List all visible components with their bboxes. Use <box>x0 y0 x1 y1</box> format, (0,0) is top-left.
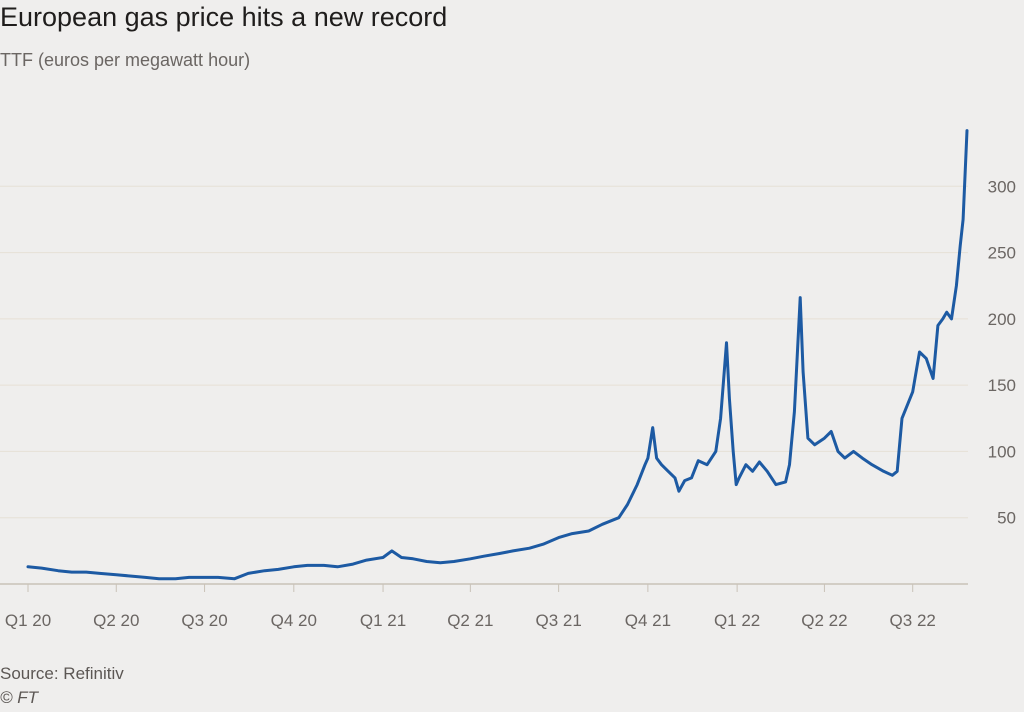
y-tick-label: 300 <box>988 177 1016 196</box>
x-tick-label: Q3 21 <box>535 611 581 630</box>
y-tick-label: 50 <box>997 509 1016 528</box>
x-tick-label: Q1 22 <box>714 611 760 630</box>
y-tick-label: 150 <box>988 376 1016 395</box>
chart-subtitle: TTF (euros per megawatt hour) <box>0 50 251 70</box>
y-axis-tick-labels: 50 100 150 200 250 300 <box>988 177 1016 527</box>
y-tick-label: 200 <box>988 310 1016 329</box>
x-tick-label: Q2 22 <box>801 611 847 630</box>
credit-note: © FT <box>0 688 39 707</box>
y-tick-label: 100 <box>988 442 1016 461</box>
chart-title: European gas price hits a new record <box>0 2 448 32</box>
x-tick-label: Q2 20 <box>93 611 139 630</box>
x-tick-label: Q3 20 <box>181 611 227 630</box>
x-axis <box>0 583 968 592</box>
x-tick-label: Q2 21 <box>447 611 493 630</box>
x-tick-label: Q4 20 <box>271 611 317 630</box>
x-tick-label: Q4 21 <box>625 611 671 630</box>
source-note: Source: Refinitiv <box>0 664 124 683</box>
y-tick-label: 250 <box>988 244 1016 263</box>
x-tick-label: Q1 21 <box>360 611 406 630</box>
series-layer <box>26 129 969 581</box>
grid-lines <box>0 185 968 519</box>
x-tick-label: Q3 22 <box>890 611 936 630</box>
x-tick-label: Q1 20 <box>5 611 51 630</box>
series-line-0 <box>26 129 969 581</box>
x-axis-tick-labels: Q1 20 Q2 20 Q3 20 Q4 20 Q1 21 Q2 21 Q3 21 Q4 21… <box>5 611 936 630</box>
